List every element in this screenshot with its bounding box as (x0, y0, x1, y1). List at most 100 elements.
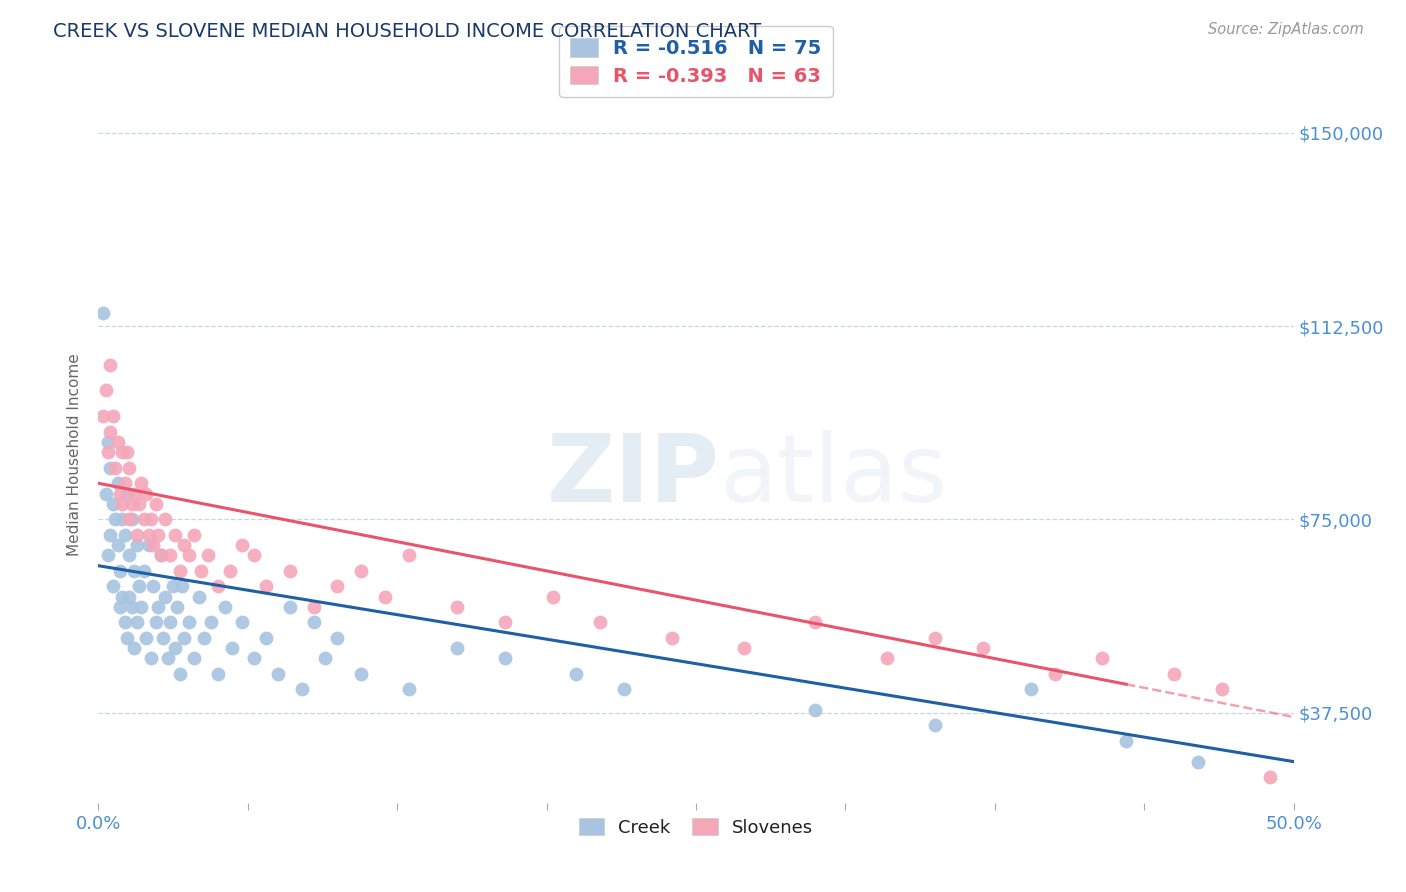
Point (613, 682, 636, 697)
Point (315, 651, 337, 665)
Point (1091, 651, 1114, 665)
Point (398, 682, 420, 697)
Point (1019, 682, 1042, 697)
Point (145, 615, 167, 630)
Point (169, 667, 191, 681)
Point (173, 538, 195, 552)
Point (166, 599, 188, 614)
Text: CREEK VS SLOVENE MEDIAN HOUSEHOLD INCOME CORRELATION CHART: CREEK VS SLOVENE MEDIAN HOUSEHOLD INCOME… (53, 22, 762, 41)
Point (101, 579, 124, 593)
Point (291, 682, 314, 697)
Point (132, 564, 155, 578)
Point (214, 599, 236, 614)
Point (398, 549, 420, 563)
Point (148, 599, 170, 614)
Point (111, 497, 134, 511)
Point (118, 460, 141, 475)
Point (207, 579, 229, 593)
Point (124, 564, 146, 578)
Point (98, 528, 122, 542)
Point (118, 549, 141, 563)
Point (101, 497, 124, 511)
Point (155, 590, 177, 604)
Point (114, 615, 136, 630)
Point (254, 579, 277, 593)
Point (1187, 755, 1209, 769)
Point (139, 651, 162, 665)
Point (1115, 734, 1137, 748)
Point (278, 599, 301, 614)
Point (972, 641, 994, 656)
Point (187, 590, 209, 604)
Point (804, 615, 827, 630)
Point (149, 549, 172, 563)
Point (114, 528, 136, 542)
Point (152, 631, 174, 645)
Point (326, 631, 349, 645)
Point (124, 641, 146, 656)
Point (173, 631, 195, 645)
Point (104, 460, 127, 475)
Point (267, 667, 290, 681)
Point (163, 528, 186, 542)
Point (804, 703, 827, 717)
Point (197, 549, 219, 563)
Point (169, 564, 191, 578)
Point (494, 615, 516, 630)
Point (179, 615, 201, 630)
Point (142, 579, 165, 593)
Point (661, 631, 683, 645)
Point (231, 615, 253, 630)
Point (111, 590, 134, 604)
Text: Source: ZipAtlas.com: Source: ZipAtlas.com (1208, 22, 1364, 37)
Point (193, 631, 215, 645)
Point (876, 651, 898, 665)
Point (108, 599, 131, 614)
Point (135, 486, 157, 500)
Point (94, 486, 117, 500)
Point (131, 476, 153, 491)
Point (97, 445, 120, 459)
Point (107, 435, 129, 450)
Point (104, 512, 127, 526)
Point (494, 651, 516, 665)
Point (115, 631, 138, 645)
Point (121, 599, 143, 614)
Point (221, 641, 243, 656)
Point (326, 579, 349, 593)
Point (128, 579, 150, 593)
Point (125, 538, 148, 552)
Point (254, 631, 277, 645)
Point (107, 538, 129, 552)
Point (565, 667, 588, 681)
Point (131, 599, 153, 614)
Point (1258, 770, 1281, 784)
Point (243, 549, 266, 563)
Point (138, 528, 160, 542)
Point (350, 667, 373, 681)
Point (124, 486, 146, 500)
Point (97, 435, 120, 450)
Point (207, 667, 229, 681)
Point (179, 549, 201, 563)
Point (121, 512, 143, 526)
Point (541, 590, 564, 604)
Point (118, 590, 141, 604)
Point (149, 549, 172, 563)
Point (159, 615, 181, 630)
Point (132, 512, 155, 526)
Point (162, 579, 184, 593)
Point (115, 445, 138, 459)
Point (101, 409, 124, 424)
Point (98, 425, 122, 439)
Legend: Creek, Slovenes: Creek, Slovenes (569, 809, 823, 846)
Point (589, 615, 612, 630)
Point (142, 538, 165, 552)
Point (243, 651, 266, 665)
Point (121, 497, 143, 511)
Point (118, 512, 141, 526)
Point (1043, 667, 1066, 681)
Point (1211, 682, 1233, 697)
Point (278, 564, 301, 578)
Point (163, 641, 186, 656)
